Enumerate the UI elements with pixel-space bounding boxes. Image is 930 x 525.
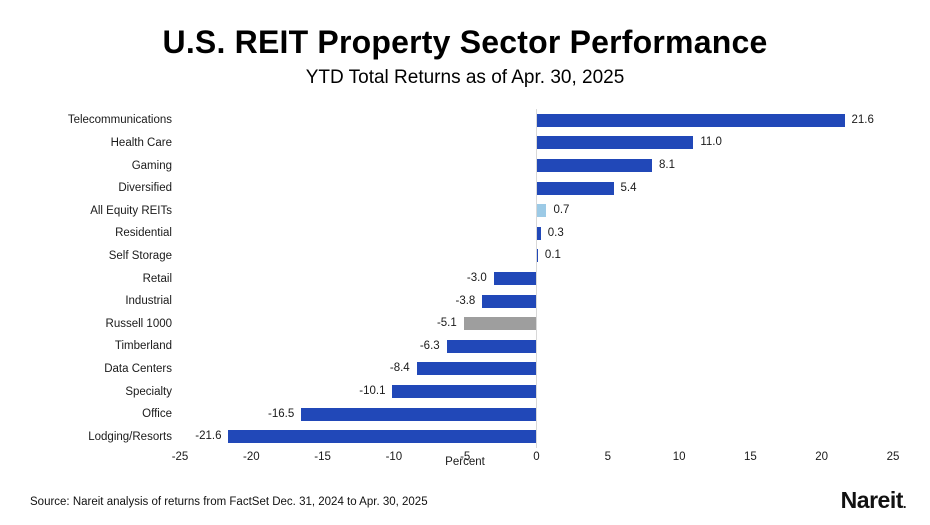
x-tick-label: 20 <box>815 451 829 463</box>
chart-title: U.S. REIT Property Sector Performance <box>162 24 768 60</box>
category-label: Data Centers <box>104 362 172 375</box>
category-label: Lodging/Resorts <box>88 430 172 443</box>
category-label: Russell 1000 <box>105 317 172 330</box>
x-tick-label: 0 <box>533 451 540 463</box>
bar <box>536 113 845 127</box>
category-label: Residential <box>115 227 172 240</box>
bar <box>392 385 537 398</box>
value-label: 0.7 <box>553 204 570 217</box>
value-label: 0.1 <box>544 249 561 262</box>
value-label: -6.3 <box>419 339 440 352</box>
x-tick-label: 15 <box>743 451 757 463</box>
source-note: Source: Nareit analysis of returns from … <box>30 496 428 508</box>
bar <box>536 181 614 195</box>
x-axis-title: Percent <box>445 456 485 468</box>
x-tick-label: -15 <box>314 451 331 463</box>
bar <box>536 226 541 240</box>
x-tick-label: 25 <box>886 451 900 463</box>
bar <box>493 272 537 285</box>
nareit-logo-dot: . <box>902 496 907 511</box>
x-tick-label: 10 <box>672 451 686 463</box>
value-label: -16.5 <box>268 407 295 420</box>
category-label: Diversified <box>118 182 172 195</box>
bar <box>416 362 537 376</box>
bar <box>463 317 537 331</box>
value-label: -3.0 <box>466 272 487 284</box>
x-tick-label: -20 <box>242 451 260 463</box>
bar <box>301 407 537 421</box>
bar <box>536 204 547 218</box>
zero-axis-line <box>536 109 537 448</box>
value-label: 21.6 <box>851 113 874 126</box>
nareit-logo-text: Nareit <box>840 487 904 513</box>
nareit-logo: Nareit. <box>840 487 907 514</box>
category-label: Health Care <box>110 136 172 149</box>
bar <box>228 430 537 444</box>
chart-subtitle: YTD Total Returns as of Apr. 30, 2025 <box>305 67 625 88</box>
value-label: 11.0 <box>700 136 722 149</box>
value-label: -10.1 <box>359 385 386 397</box>
category-label: Industrial <box>125 295 172 308</box>
category-label: Self Storage <box>108 249 172 262</box>
bar <box>536 136 694 150</box>
bar <box>446 339 537 353</box>
value-label: -3.8 <box>455 294 476 307</box>
category-label: Gaming <box>131 159 172 172</box>
value-label: -5.1 <box>436 317 457 330</box>
bar <box>536 159 652 172</box>
category-label: Telecommunications <box>67 114 172 127</box>
value-label: 5.4 <box>620 181 637 194</box>
value-label: 0.3 <box>547 226 564 239</box>
category-label: Retail <box>142 272 172 285</box>
x-tick-label: -25 <box>171 451 189 463</box>
x-tick-label: 5 <box>604 451 611 463</box>
category-label: Specialty <box>125 385 172 398</box>
x-tick-label: -5 <box>460 451 471 463</box>
category-label: Office <box>142 408 172 421</box>
value-label: -21.6 <box>195 430 222 443</box>
category-label: All Equity REITs <box>90 204 172 217</box>
value-label: 8.1 <box>659 159 675 171</box>
bar <box>482 294 537 308</box>
x-tick-label: -10 <box>385 451 403 463</box>
value-label: -8.4 <box>389 362 410 375</box>
bar <box>536 249 538 263</box>
category-label: Timberland <box>114 340 172 353</box>
